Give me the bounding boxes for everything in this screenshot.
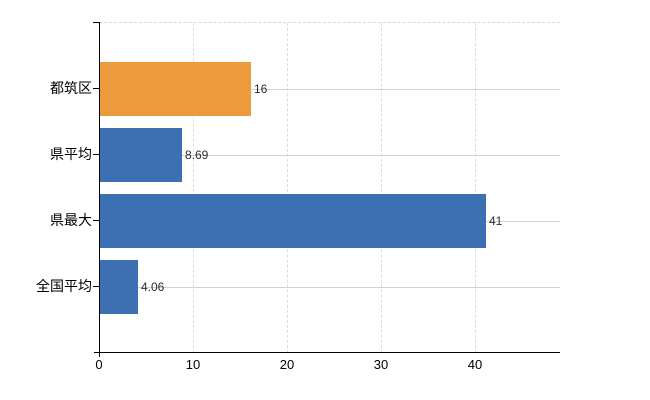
bar-tsuzuki-ku [100,62,251,116]
vertical-gridline [287,23,288,353]
bar-national-average [100,260,138,314]
y-axis-tick [93,22,99,23]
bar-prefecture-maximum [100,194,486,248]
vertical-gridline [475,23,476,353]
value-label-tsuzuki-ku: 16 [254,82,268,96]
bar-prefecture-average [100,128,182,182]
category-label-tsuzuki-ku: 都筑区 [50,80,92,96]
x-tick-label-10: 10 [185,357,201,372]
x-tick-label-40: 40 [467,357,483,372]
x-tick-label-20: 20 [279,357,295,372]
y-axis-tick [93,286,99,287]
horizontal-gridline [99,155,560,156]
category-label-prefecture-maximum: 県最大 [50,212,92,228]
x-tick-label-0: 0 [95,357,103,372]
x-tick-label-30: 30 [373,357,389,372]
horizontal-gridline [99,89,560,90]
x-axis-line [94,352,560,353]
plot-area: 16 8.69 41 4.06 [99,22,560,353]
y-axis-line [99,22,100,357]
vertical-gridline [381,23,382,353]
value-label-prefecture-average: 8.69 [185,148,209,162]
y-axis-tick [93,154,99,155]
horizontal-gridline [99,287,560,288]
vertical-gridline [193,23,194,353]
value-label-national-average: 4.06 [141,280,165,294]
y-axis-tick [93,220,99,221]
category-label-prefecture-average: 県平均 [50,146,92,162]
y-axis-tick [93,88,99,89]
category-label-national-average: 全国平均 [36,278,92,294]
value-label-prefecture-maximum: 41 [489,214,503,228]
